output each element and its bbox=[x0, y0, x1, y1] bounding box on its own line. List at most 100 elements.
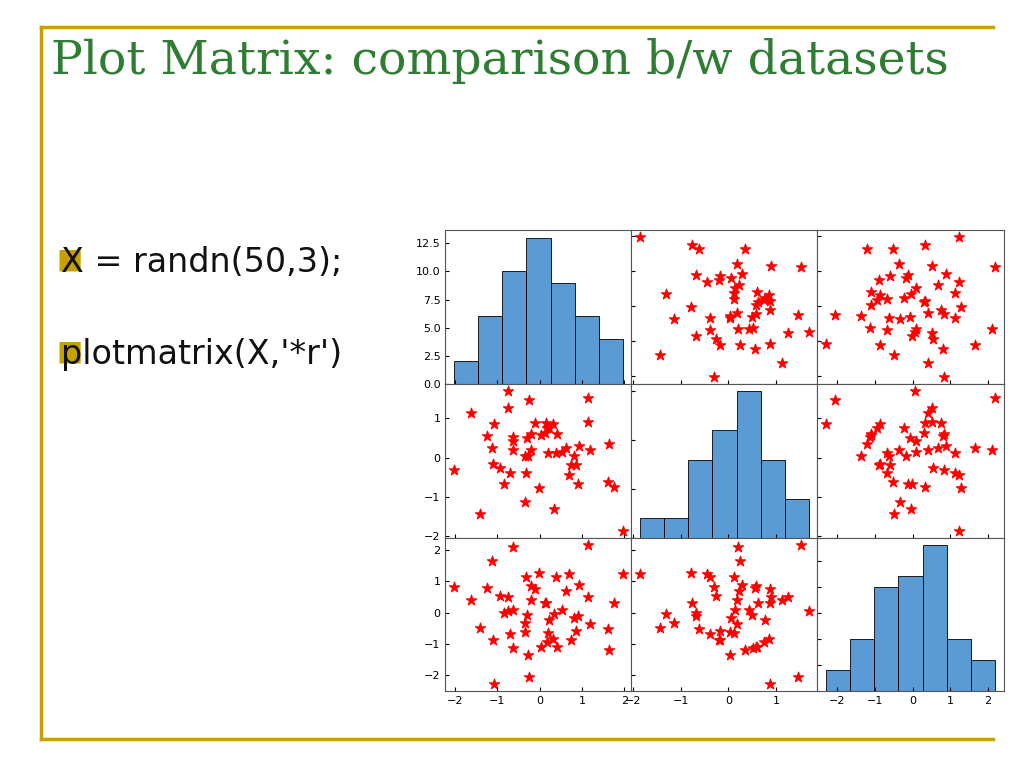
Point bbox=[801, 326, 817, 339]
Point bbox=[479, 582, 496, 594]
Point bbox=[534, 429, 550, 441]
Point bbox=[859, 438, 876, 450]
Point bbox=[722, 312, 738, 324]
Point bbox=[762, 303, 778, 316]
Point bbox=[505, 444, 521, 456]
Point bbox=[882, 270, 898, 282]
Point bbox=[600, 644, 616, 656]
Point bbox=[916, 294, 933, 306]
Point bbox=[790, 670, 806, 683]
Point bbox=[872, 418, 889, 430]
Bar bbox=[640, 518, 665, 538]
Point bbox=[523, 594, 540, 606]
Point bbox=[502, 627, 518, 640]
Point bbox=[569, 611, 586, 623]
Point bbox=[900, 269, 916, 281]
Point bbox=[492, 462, 508, 474]
Text: X = randn(50,3);: X = randn(50,3); bbox=[61, 246, 343, 279]
Point bbox=[568, 625, 585, 637]
Point bbox=[920, 307, 936, 319]
Point bbox=[701, 571, 718, 584]
Point bbox=[763, 591, 779, 603]
Point bbox=[548, 571, 564, 584]
Point bbox=[651, 349, 668, 361]
Point bbox=[916, 482, 933, 494]
Point bbox=[872, 289, 889, 301]
Bar bbox=[971, 660, 995, 691]
Point bbox=[539, 422, 555, 435]
Point bbox=[484, 442, 501, 455]
Point bbox=[885, 475, 901, 488]
Point bbox=[863, 299, 880, 311]
Point bbox=[951, 231, 968, 243]
Point bbox=[891, 313, 907, 325]
Point bbox=[951, 525, 968, 537]
Point bbox=[882, 458, 898, 471]
Point bbox=[793, 260, 809, 273]
Point bbox=[853, 450, 869, 462]
Point bbox=[505, 435, 521, 447]
Bar bbox=[713, 430, 736, 538]
Bar bbox=[947, 639, 971, 691]
Point bbox=[711, 634, 727, 647]
Point bbox=[930, 279, 946, 291]
Point bbox=[632, 231, 648, 243]
Point bbox=[684, 239, 700, 251]
Point bbox=[859, 243, 876, 256]
Point bbox=[666, 313, 682, 325]
Point bbox=[518, 571, 535, 584]
Point bbox=[706, 371, 722, 383]
Point bbox=[699, 276, 716, 288]
Point bbox=[936, 429, 952, 441]
Point bbox=[903, 288, 920, 300]
Point bbox=[863, 429, 880, 441]
Point bbox=[549, 428, 565, 440]
Point bbox=[907, 446, 924, 458]
Point bbox=[743, 609, 760, 621]
Point bbox=[561, 568, 578, 581]
Point bbox=[563, 459, 580, 472]
Point bbox=[600, 438, 616, 450]
Text: plotmatrix(X,'*r'): plotmatrix(X,'*r') bbox=[61, 338, 343, 371]
Point bbox=[537, 597, 553, 609]
Point bbox=[517, 626, 534, 638]
Point bbox=[900, 478, 916, 491]
Point bbox=[863, 428, 880, 440]
Point bbox=[749, 581, 765, 593]
Point bbox=[530, 482, 547, 494]
Bar bbox=[688, 459, 713, 538]
Bar bbox=[736, 392, 761, 538]
Point bbox=[580, 591, 596, 603]
Point bbox=[756, 636, 772, 648]
Point bbox=[683, 567, 699, 579]
Point bbox=[492, 590, 508, 602]
Point bbox=[756, 294, 772, 306]
Point bbox=[818, 417, 835, 429]
Point bbox=[736, 243, 753, 256]
Point bbox=[930, 442, 946, 455]
Point bbox=[879, 324, 895, 336]
Point bbox=[554, 446, 570, 458]
Point bbox=[727, 604, 743, 616]
Point bbox=[924, 416, 940, 429]
Point bbox=[583, 444, 599, 456]
Point bbox=[907, 435, 924, 447]
Bar bbox=[898, 576, 923, 691]
Point bbox=[540, 627, 556, 640]
Point bbox=[915, 296, 932, 308]
Point bbox=[522, 429, 539, 441]
Point bbox=[651, 622, 668, 634]
Point bbox=[445, 463, 462, 475]
Point bbox=[701, 311, 718, 323]
Point bbox=[801, 605, 817, 617]
Point bbox=[746, 343, 763, 356]
Point bbox=[746, 582, 763, 594]
Point bbox=[938, 267, 954, 280]
Point bbox=[936, 463, 952, 475]
Point bbox=[583, 618, 599, 631]
Point bbox=[500, 402, 516, 415]
Point bbox=[445, 581, 462, 593]
Point bbox=[539, 636, 555, 648]
Point bbox=[711, 274, 727, 286]
Point bbox=[484, 458, 501, 471]
